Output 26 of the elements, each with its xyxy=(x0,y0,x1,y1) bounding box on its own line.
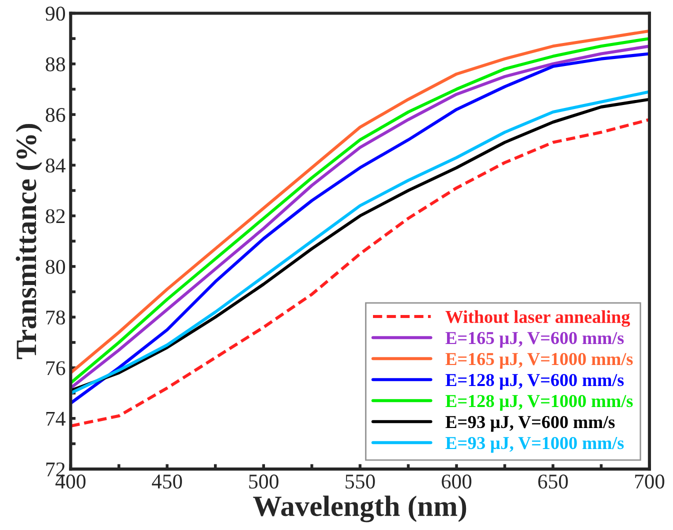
y-axis-title: Transmittance (%) xyxy=(16,124,42,360)
x-tick-label: 450 xyxy=(152,474,182,489)
y-tick-label: 78 xyxy=(46,310,66,325)
y-tick-label: 86 xyxy=(46,108,66,122)
legend-label: E=93 μJ, V=1000 mm/s xyxy=(446,436,624,453)
legend-label: E=128 μJ, V=600 mm/s xyxy=(446,374,624,390)
y-tick-label: 80 xyxy=(46,260,66,274)
x-tick-label: 600 xyxy=(442,474,472,489)
y-tick-label: 88 xyxy=(46,57,66,72)
y-tick-label: 90 xyxy=(46,6,66,21)
legend-label: Without laser annealing xyxy=(445,310,630,327)
legend-label: E=165 μJ, V=600 mm/s xyxy=(446,332,624,348)
legend-label: E=128 μJ, V=1000 mm/s xyxy=(446,394,633,411)
y-tick-label: 84 xyxy=(46,158,66,173)
y-tick-label: 72 xyxy=(46,462,65,476)
y-tick-label: 76 xyxy=(46,361,66,376)
y-tick-label: 82 xyxy=(46,209,65,224)
x-tick-label: 700 xyxy=(635,474,664,489)
x-tick-label: 650 xyxy=(538,474,568,489)
x-axis-title: Wavelength (nm) xyxy=(253,496,466,522)
x-tick-label: 550 xyxy=(346,474,375,489)
x-tick-label: 400 xyxy=(55,474,86,489)
legend-label: E=93 μJ, V=600 mm/s xyxy=(446,416,615,432)
x-tick-label: 500 xyxy=(249,474,278,489)
y-tick-label: 74 xyxy=(46,412,66,426)
legend-label: E=165 μJ, V=1000 mm/s xyxy=(446,352,633,369)
